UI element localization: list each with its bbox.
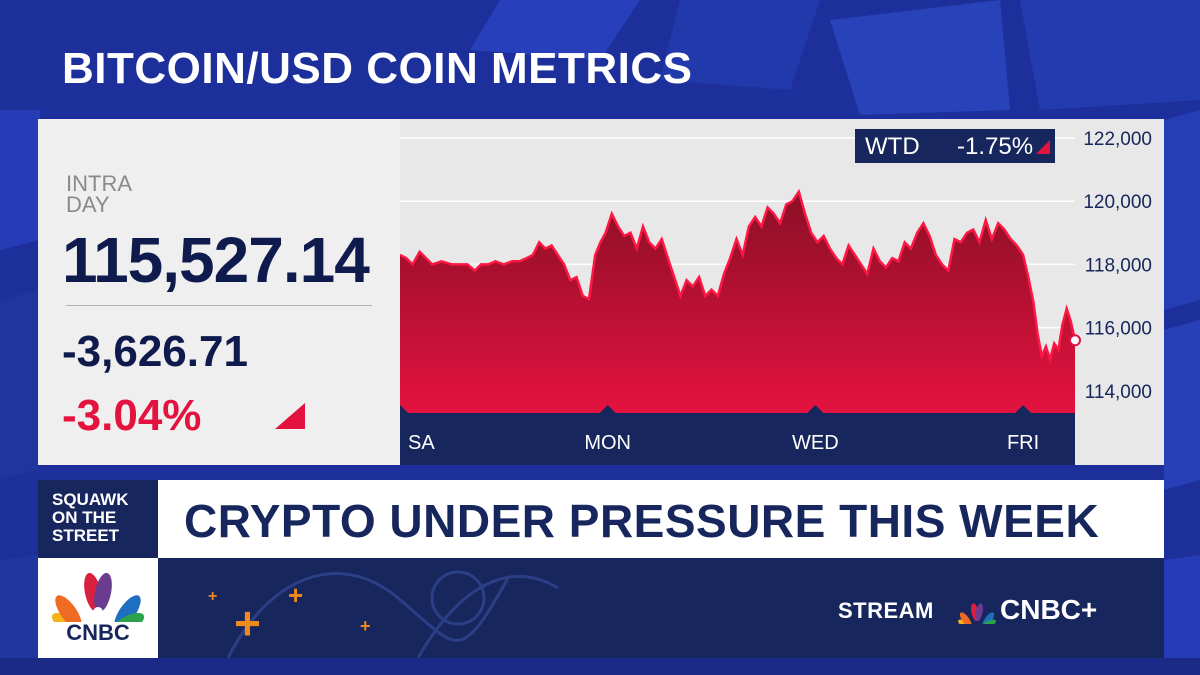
lower-third-footer: CNBC + + + + STREAM CNBC+ [38, 558, 1164, 658]
cnbc-plus-wordmark: CNBC+ [1000, 594, 1098, 625]
stream-label: STREAM [838, 598, 934, 623]
quote-divider [66, 305, 372, 306]
peacock-logo-icon [51, 572, 145, 622]
plus-icon: + [360, 616, 371, 636]
cnbc-logo: CNBC [38, 558, 158, 658]
x-tick-marker-2 [807, 405, 824, 413]
price-area [400, 191, 1075, 413]
x-axis-band [400, 413, 1075, 465]
lower-third-headline: SQUAWK ON THE STREET CRYPTO UNDER PRESSU… [38, 480, 1164, 558]
plus-icon: + [208, 588, 218, 605]
peacock-logo-icon [958, 603, 996, 624]
decorative-lines [226, 570, 559, 658]
percent-change: -3.04% [62, 391, 202, 440]
x-tick-marker-0 [400, 405, 408, 413]
y-tick-label-4: 122,000 [1083, 129, 1152, 150]
x-tick-label-2: WED [792, 432, 839, 454]
y-tick-label-1: 116,000 [1085, 319, 1152, 340]
cnbc-wordmark: CNBC [66, 620, 130, 645]
x-tick-label-1: MON [584, 432, 631, 454]
price-chart: SA MON WED FRI 114,000 116,000 118,000 120,000… [400, 119, 1164, 465]
x-tick-marker-3 [1015, 405, 1032, 413]
headline: CRYPTO UNDER PRESSURE THIS WEEK [184, 495, 1100, 547]
show-tag: SQUAWK ON THE STREET [38, 480, 158, 558]
last-price: 115,527.14 [62, 224, 370, 296]
wtd-label: WTD [865, 133, 920, 160]
plus-icon: + [288, 580, 304, 610]
red-down-triangle-icon [275, 403, 305, 429]
plus-icon: + [234, 597, 261, 649]
wtd-value: -1.75% [957, 133, 1034, 160]
net-change: -3,626.71 [62, 327, 248, 376]
price-line [400, 188, 1077, 364]
chart-canvas: SA MON WED FRI 114,000 116,000 118,000 120,000… [400, 129, 1152, 465]
red-down-triangle-icon [1036, 140, 1050, 154]
y-tick-label-3: 120,000 [1083, 192, 1152, 213]
last-price-marker [1069, 334, 1081, 347]
y-tick-label-0: 114,000 [1085, 382, 1152, 403]
page-title: BITCOIN/USD COIN METRICS [62, 44, 693, 93]
quote-panel: INTRA DAY 115,527.14 -3,626.71 -3.04% [38, 119, 400, 465]
wtd-badge: WTD -1.75% [855, 129, 1055, 163]
intraday-label: INTRA DAY [66, 171, 132, 217]
x-tick-label-3: FRI [1007, 432, 1039, 454]
x-tick-marker-1 [599, 405, 616, 413]
x-tick-label-0: SA [408, 432, 435, 454]
y-tick-label-2: 118,000 [1085, 255, 1152, 276]
show-name: SQUAWK ON THE STREET [52, 490, 129, 545]
